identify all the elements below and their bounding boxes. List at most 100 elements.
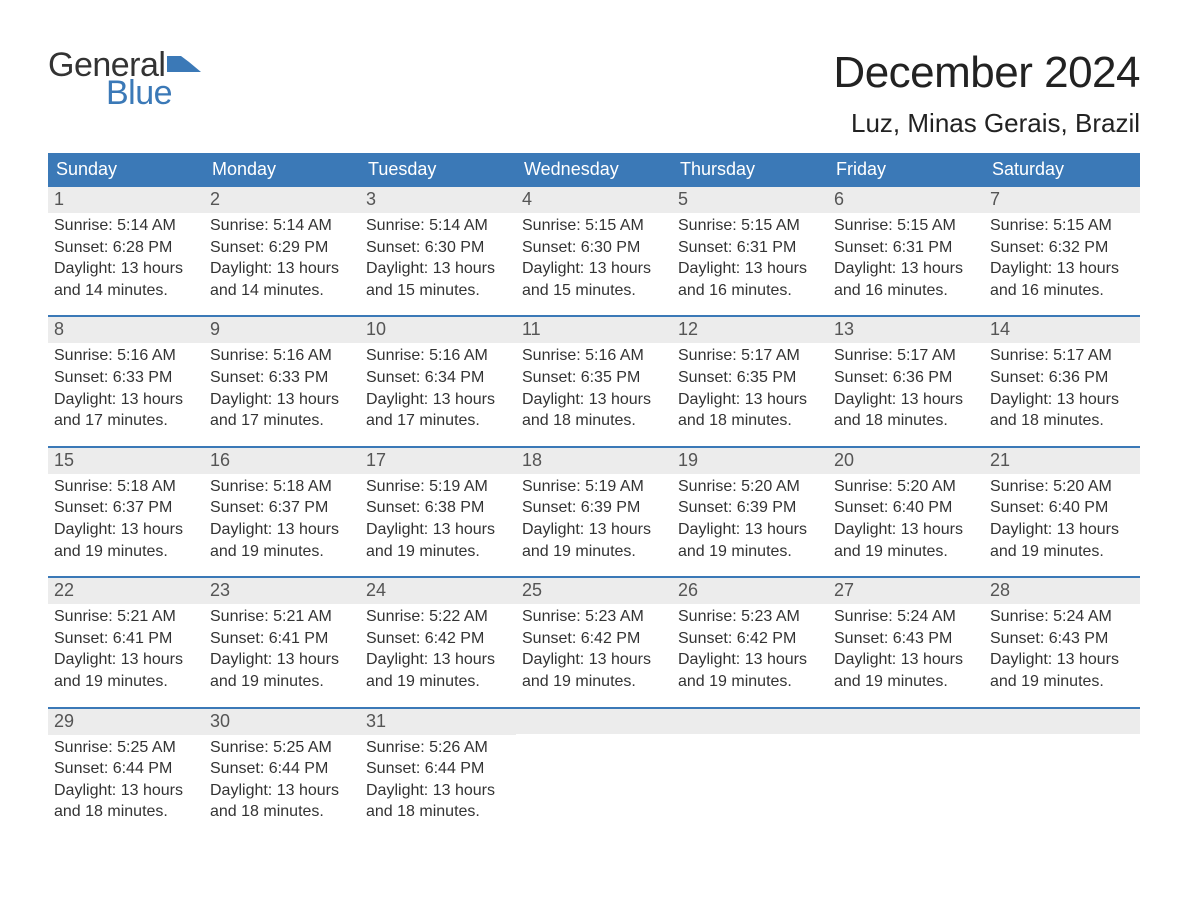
daylight-line1: Daylight: 13 hours bbox=[54, 389, 198, 411]
day-number: 16 bbox=[204, 448, 360, 474]
daylight-line1: Daylight: 13 hours bbox=[210, 649, 354, 671]
dow-friday: Friday bbox=[828, 153, 984, 187]
empty-daynum-bar bbox=[672, 709, 828, 734]
daylight-line2: and 19 minutes. bbox=[834, 541, 978, 563]
sunrise-text: Sunrise: 5:14 AM bbox=[210, 215, 354, 237]
day-number: 2 bbox=[204, 187, 360, 213]
day-body: Sunrise: 5:20 AMSunset: 6:39 PMDaylight:… bbox=[672, 474, 828, 562]
day-body: Sunrise: 5:24 AMSunset: 6:43 PMDaylight:… bbox=[984, 604, 1140, 692]
dow-wednesday: Wednesday bbox=[516, 153, 672, 187]
dow-tuesday: Tuesday bbox=[360, 153, 516, 187]
day-number: 20 bbox=[828, 448, 984, 474]
daylight-line1: Daylight: 13 hours bbox=[678, 389, 822, 411]
daylight-line2: and 19 minutes. bbox=[210, 671, 354, 693]
dow-thursday: Thursday bbox=[672, 153, 828, 187]
day-body: Sunrise: 5:15 AMSunset: 6:31 PMDaylight:… bbox=[828, 213, 984, 301]
day-body: Sunrise: 5:23 AMSunset: 6:42 PMDaylight:… bbox=[672, 604, 828, 692]
day-cell: 14Sunrise: 5:17 AMSunset: 6:36 PMDayligh… bbox=[984, 317, 1140, 445]
page: General Blue December 2024 Luz, Minas Ge… bbox=[0, 0, 1188, 877]
empty-daynum-bar bbox=[984, 709, 1140, 734]
daylight-line2: and 19 minutes. bbox=[54, 541, 198, 563]
day-number: 17 bbox=[360, 448, 516, 474]
daylight-line2: and 17 minutes. bbox=[366, 410, 510, 432]
daylight-line1: Daylight: 13 hours bbox=[366, 519, 510, 541]
sunset-text: Sunset: 6:30 PM bbox=[522, 237, 666, 259]
sunset-text: Sunset: 6:43 PM bbox=[990, 628, 1134, 650]
header: General Blue December 2024 Luz, Minas Ge… bbox=[48, 48, 1140, 139]
daylight-line2: and 17 minutes. bbox=[210, 410, 354, 432]
daylight-line1: Daylight: 13 hours bbox=[366, 389, 510, 411]
day-cell: 5Sunrise: 5:15 AMSunset: 6:31 PMDaylight… bbox=[672, 187, 828, 315]
daylight-line1: Daylight: 13 hours bbox=[522, 519, 666, 541]
empty-daynum-bar bbox=[516, 709, 672, 734]
daylight-line1: Daylight: 13 hours bbox=[522, 649, 666, 671]
day-cell bbox=[516, 709, 672, 837]
sunset-text: Sunset: 6:33 PM bbox=[210, 367, 354, 389]
sunrise-text: Sunrise: 5:17 AM bbox=[834, 345, 978, 367]
daylight-line2: and 19 minutes. bbox=[54, 671, 198, 693]
sunset-text: Sunset: 6:41 PM bbox=[210, 628, 354, 650]
day-cell: 26Sunrise: 5:23 AMSunset: 6:42 PMDayligh… bbox=[672, 578, 828, 706]
day-body: Sunrise: 5:24 AMSunset: 6:43 PMDaylight:… bbox=[828, 604, 984, 692]
daylight-line2: and 19 minutes. bbox=[990, 541, 1134, 563]
sunrise-text: Sunrise: 5:15 AM bbox=[990, 215, 1134, 237]
day-body: Sunrise: 5:15 AMSunset: 6:30 PMDaylight:… bbox=[516, 213, 672, 301]
daylight-line1: Daylight: 13 hours bbox=[834, 519, 978, 541]
sunset-text: Sunset: 6:44 PM bbox=[210, 758, 354, 780]
sunset-text: Sunset: 6:41 PM bbox=[54, 628, 198, 650]
day-body: Sunrise: 5:19 AMSunset: 6:38 PMDaylight:… bbox=[360, 474, 516, 562]
day-cell: 24Sunrise: 5:22 AMSunset: 6:42 PMDayligh… bbox=[360, 578, 516, 706]
day-cell: 29Sunrise: 5:25 AMSunset: 6:44 PMDayligh… bbox=[48, 709, 204, 837]
day-cell: 25Sunrise: 5:23 AMSunset: 6:42 PMDayligh… bbox=[516, 578, 672, 706]
sunrise-text: Sunrise: 5:21 AM bbox=[54, 606, 198, 628]
sunset-text: Sunset: 6:44 PM bbox=[366, 758, 510, 780]
day-number: 25 bbox=[516, 578, 672, 604]
day-body: Sunrise: 5:14 AMSunset: 6:28 PMDaylight:… bbox=[48, 213, 204, 301]
day-body: Sunrise: 5:15 AMSunset: 6:32 PMDaylight:… bbox=[984, 213, 1140, 301]
day-cell: 21Sunrise: 5:20 AMSunset: 6:40 PMDayligh… bbox=[984, 448, 1140, 576]
sunset-text: Sunset: 6:40 PM bbox=[834, 497, 978, 519]
day-cell: 12Sunrise: 5:17 AMSunset: 6:35 PMDayligh… bbox=[672, 317, 828, 445]
day-number: 10 bbox=[360, 317, 516, 343]
empty-daynum-bar bbox=[828, 709, 984, 734]
daylight-line2: and 19 minutes. bbox=[522, 671, 666, 693]
day-number: 26 bbox=[672, 578, 828, 604]
day-number: 8 bbox=[48, 317, 204, 343]
daylight-line1: Daylight: 13 hours bbox=[54, 780, 198, 802]
daylight-line2: and 18 minutes. bbox=[54, 801, 198, 823]
daylight-line2: and 18 minutes. bbox=[990, 410, 1134, 432]
day-body: Sunrise: 5:17 AMSunset: 6:35 PMDaylight:… bbox=[672, 343, 828, 431]
day-number: 28 bbox=[984, 578, 1140, 604]
day-cell: 28Sunrise: 5:24 AMSunset: 6:43 PMDayligh… bbox=[984, 578, 1140, 706]
daylight-line1: Daylight: 13 hours bbox=[366, 258, 510, 280]
sunset-text: Sunset: 6:36 PM bbox=[990, 367, 1134, 389]
sunrise-text: Sunrise: 5:26 AM bbox=[366, 737, 510, 759]
daylight-line1: Daylight: 13 hours bbox=[990, 519, 1134, 541]
day-cell: 4Sunrise: 5:15 AMSunset: 6:30 PMDaylight… bbox=[516, 187, 672, 315]
day-body: Sunrise: 5:19 AMSunset: 6:39 PMDaylight:… bbox=[516, 474, 672, 562]
sunrise-text: Sunrise: 5:19 AM bbox=[366, 476, 510, 498]
sunset-text: Sunset: 6:28 PM bbox=[54, 237, 198, 259]
day-body: Sunrise: 5:14 AMSunset: 6:29 PMDaylight:… bbox=[204, 213, 360, 301]
sunset-text: Sunset: 6:44 PM bbox=[54, 758, 198, 780]
day-body: Sunrise: 5:17 AMSunset: 6:36 PMDaylight:… bbox=[828, 343, 984, 431]
sunrise-text: Sunrise: 5:15 AM bbox=[834, 215, 978, 237]
day-number: 23 bbox=[204, 578, 360, 604]
sunrise-text: Sunrise: 5:15 AM bbox=[522, 215, 666, 237]
day-cell: 7Sunrise: 5:15 AMSunset: 6:32 PMDaylight… bbox=[984, 187, 1140, 315]
location-subtitle: Luz, Minas Gerais, Brazil bbox=[833, 108, 1140, 139]
day-body: Sunrise: 5:20 AMSunset: 6:40 PMDaylight:… bbox=[984, 474, 1140, 562]
day-cell bbox=[672, 709, 828, 837]
day-body: Sunrise: 5:20 AMSunset: 6:40 PMDaylight:… bbox=[828, 474, 984, 562]
day-body: Sunrise: 5:14 AMSunset: 6:30 PMDaylight:… bbox=[360, 213, 516, 301]
day-cell: 3Sunrise: 5:14 AMSunset: 6:30 PMDaylight… bbox=[360, 187, 516, 315]
sunrise-text: Sunrise: 5:20 AM bbox=[678, 476, 822, 498]
day-body: Sunrise: 5:16 AMSunset: 6:33 PMDaylight:… bbox=[204, 343, 360, 431]
day-cell: 1Sunrise: 5:14 AMSunset: 6:28 PMDaylight… bbox=[48, 187, 204, 315]
sunrise-text: Sunrise: 5:16 AM bbox=[522, 345, 666, 367]
day-number: 27 bbox=[828, 578, 984, 604]
sunrise-text: Sunrise: 5:15 AM bbox=[678, 215, 822, 237]
sunrise-text: Sunrise: 5:21 AM bbox=[210, 606, 354, 628]
day-number: 1 bbox=[48, 187, 204, 213]
day-cell: 18Sunrise: 5:19 AMSunset: 6:39 PMDayligh… bbox=[516, 448, 672, 576]
